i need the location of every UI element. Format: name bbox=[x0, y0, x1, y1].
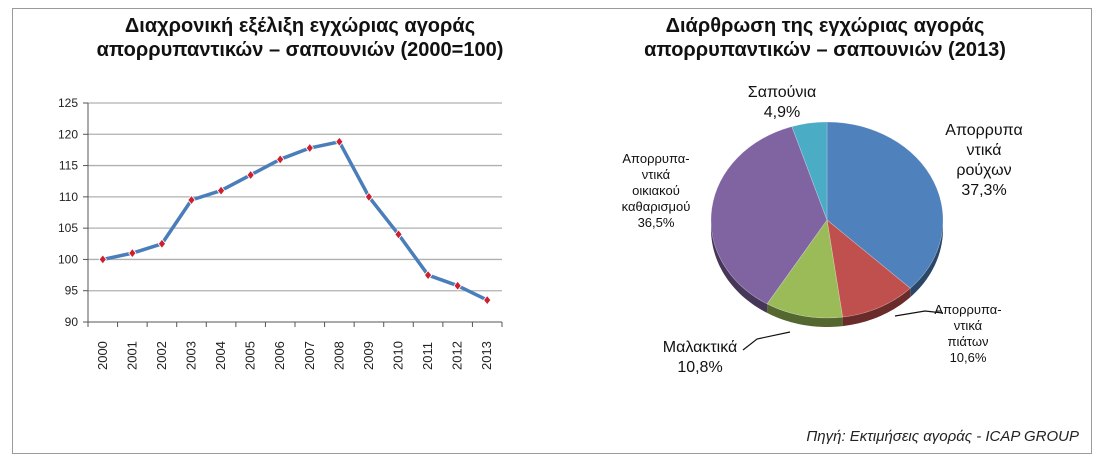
data-point bbox=[157, 238, 167, 249]
line-chart-title: Διαχρονική εξέλιξη εγχώριας αγοράς απορρ… bbox=[40, 14, 560, 62]
y-tick-label: 100 bbox=[58, 252, 78, 266]
data-point bbox=[128, 248, 137, 259]
y-tick-label: 90 bbox=[65, 315, 79, 329]
pie-chart-title-line-2: απορρυπαντικών – σαπουνιών (2013) bbox=[644, 39, 1006, 61]
data-point bbox=[187, 194, 196, 206]
x-tick-label: 2001 bbox=[124, 341, 139, 370]
line-chart-title-line-1: Διαχρονική εξέλιξη εγχώριας αγοράς bbox=[124, 15, 476, 37]
x-tick-label: 2004 bbox=[213, 341, 228, 370]
data-point bbox=[364, 191, 374, 202]
x-tick-label: 2000 bbox=[95, 341, 110, 370]
data-point bbox=[423, 269, 433, 281]
data-point bbox=[453, 280, 462, 291]
figure-frame bbox=[12, 8, 1092, 454]
x-tick-label: 2013 bbox=[479, 341, 494, 370]
x-tick-label: 2006 bbox=[272, 341, 287, 370]
x-tick-label: 2003 bbox=[184, 341, 199, 370]
x-tick-label: 2011 bbox=[420, 342, 435, 370]
data-point bbox=[483, 294, 492, 306]
y-tick-label: 115 bbox=[59, 159, 78, 173]
data-point bbox=[216, 185, 226, 196]
x-tick-label: 2005 bbox=[243, 341, 258, 370]
data-point bbox=[276, 154, 285, 165]
data-point bbox=[246, 169, 255, 181]
x-tick-label: 2002 bbox=[154, 341, 169, 370]
y-tick-label: 125 bbox=[58, 96, 78, 110]
x-tick-label: 2007 bbox=[302, 341, 317, 370]
data-point bbox=[394, 229, 403, 240]
data-point bbox=[98, 254, 107, 265]
x-tick-label: 2008 bbox=[331, 341, 346, 370]
series-line bbox=[102, 140, 488, 302]
y-tick-label: 105 bbox=[58, 221, 78, 235]
y-tick-label: 95 bbox=[65, 284, 79, 298]
x-tick-label: 2009 bbox=[361, 341, 376, 370]
x-tick-label: 2010 bbox=[391, 341, 406, 370]
source-note: Πηγή: Εκτιμήσεις αγοράς - ICAP GROUP bbox=[806, 428, 1079, 445]
data-point bbox=[305, 142, 314, 154]
data-point bbox=[335, 136, 344, 147]
pie-chart-title-line-1: Διάρθρωση της εγχώριας αγοράς bbox=[665, 15, 985, 37]
line-chart-title-line-2: απορρυπαντικών – σαπουνιών (2000=100) bbox=[96, 39, 504, 61]
x-tick-label: 2012 bbox=[450, 341, 465, 370]
pie-chart-title: Διάρθρωση της εγχώριας αγοράς απορρυπαντ… bbox=[575, 14, 1075, 62]
line-chart: 90 95 100 105 110 115 120 125 2000 2001 2002 2003 20… bbox=[58, 96, 503, 370]
y-tick-label: 110 bbox=[59, 190, 78, 204]
y-tick-label: 120 bbox=[58, 127, 78, 141]
